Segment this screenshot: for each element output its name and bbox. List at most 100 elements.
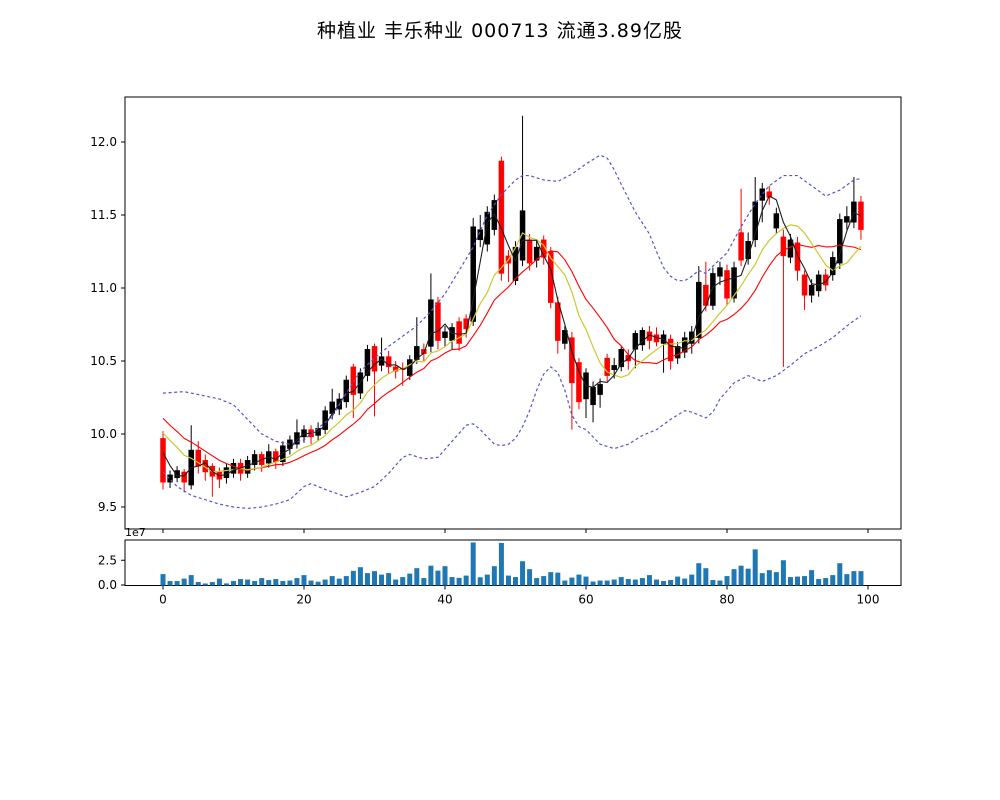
x-tick-label: 60 — [578, 593, 593, 607]
volume-bar — [160, 574, 166, 586]
candle-body — [477, 229, 483, 241]
volume-bar — [449, 577, 455, 586]
volume-bar — [682, 578, 688, 586]
volume-bar — [513, 577, 518, 586]
candle — [329, 388, 335, 420]
candle — [667, 334, 674, 370]
candle — [484, 206, 491, 252]
candle — [385, 350, 392, 375]
candle — [251, 450, 258, 471]
candle-body — [181, 471, 187, 483]
candle — [414, 317, 420, 364]
candle-body — [808, 284, 815, 296]
candlestick-series — [160, 115, 864, 497]
candle-body — [794, 242, 801, 271]
candle — [759, 182, 765, 223]
volume-bar — [357, 567, 363, 586]
candle-body — [780, 236, 787, 257]
price-tick-label: 10.0 — [90, 427, 117, 441]
candle — [470, 217, 476, 326]
volume-bar — [477, 577, 483, 586]
x-tick-label: 20 — [296, 593, 311, 607]
volume-offset-label: 1e7 — [125, 526, 146, 539]
volume-bar — [435, 570, 441, 586]
candle-body — [533, 246, 540, 261]
candle-body — [555, 302, 561, 341]
volume-bar — [470, 542, 476, 586]
volume-bar — [386, 573, 392, 586]
candle — [378, 337, 385, 372]
candle — [787, 233, 794, 264]
volume-y-axis: 0.0 2.5 — [98, 553, 125, 592]
candle-body — [364, 349, 371, 376]
price-tick-label: 12.0 — [90, 135, 117, 149]
volume-bar — [188, 575, 194, 586]
candle-body — [512, 246, 519, 281]
candle — [287, 435, 293, 455]
candle — [442, 325, 448, 347]
candle-body — [371, 346, 378, 372]
candle-body — [414, 346, 420, 360]
volume-bar — [780, 560, 786, 586]
volume-bar — [738, 565, 744, 586]
volume-bar — [625, 579, 631, 586]
candle — [717, 261, 723, 286]
volume-bar — [787, 577, 793, 586]
volume-bar — [795, 576, 800, 586]
candle-body — [667, 338, 674, 362]
volume-bar — [294, 578, 300, 586]
volume-bar — [245, 579, 251, 586]
candle — [435, 296, 441, 350]
candle-body — [343, 379, 350, 403]
candle-body — [710, 273, 716, 306]
volume-bar — [273, 579, 279, 586]
candle-body — [244, 460, 251, 474]
volume-bar — [534, 578, 540, 586]
candle — [660, 330, 667, 373]
candle-body — [484, 211, 491, 245]
candle-body — [738, 232, 744, 261]
volume-bar — [167, 581, 173, 586]
volume-series — [160, 542, 864, 586]
candle — [562, 325, 568, 350]
volume-bar — [259, 578, 265, 586]
lower-bollinger-band — [162, 315, 862, 510]
candle-body — [618, 349, 624, 368]
volume-bar — [802, 576, 808, 586]
candle — [597, 378, 603, 408]
candle-body — [837, 219, 843, 264]
candle — [801, 270, 808, 310]
volume-bar — [393, 579, 399, 586]
volume-bar — [597, 580, 603, 586]
candle — [632, 330, 639, 369]
candle — [773, 207, 780, 234]
volume-bar — [287, 580, 293, 586]
volume-bar — [661, 581, 667, 586]
candle — [696, 266, 702, 344]
volume-bar — [216, 578, 222, 586]
volume-bar — [562, 580, 568, 586]
candle-body — [167, 474, 173, 483]
candle — [357, 368, 364, 399]
candle-body — [428, 299, 434, 347]
candle — [710, 267, 716, 310]
candle — [308, 425, 314, 445]
candle — [837, 213, 843, 270]
candle — [822, 269, 829, 291]
volume-bar — [576, 574, 582, 586]
upper-bollinger-band — [162, 154, 862, 445]
candle — [674, 342, 681, 364]
candle-body — [470, 226, 476, 322]
candle — [449, 323, 455, 350]
volume-bar — [816, 579, 822, 586]
volume-bar — [414, 568, 420, 586]
candle-body — [696, 281, 702, 338]
volume-tick-label: 2.5 — [98, 553, 117, 567]
volume-bar — [231, 581, 236, 586]
candle-body — [442, 331, 448, 338]
candle — [498, 156, 505, 281]
price-tick-label: 11.5 — [90, 208, 117, 222]
volume-bar — [336, 578, 342, 586]
volume-bar — [308, 580, 314, 586]
candle-body — [174, 470, 180, 479]
